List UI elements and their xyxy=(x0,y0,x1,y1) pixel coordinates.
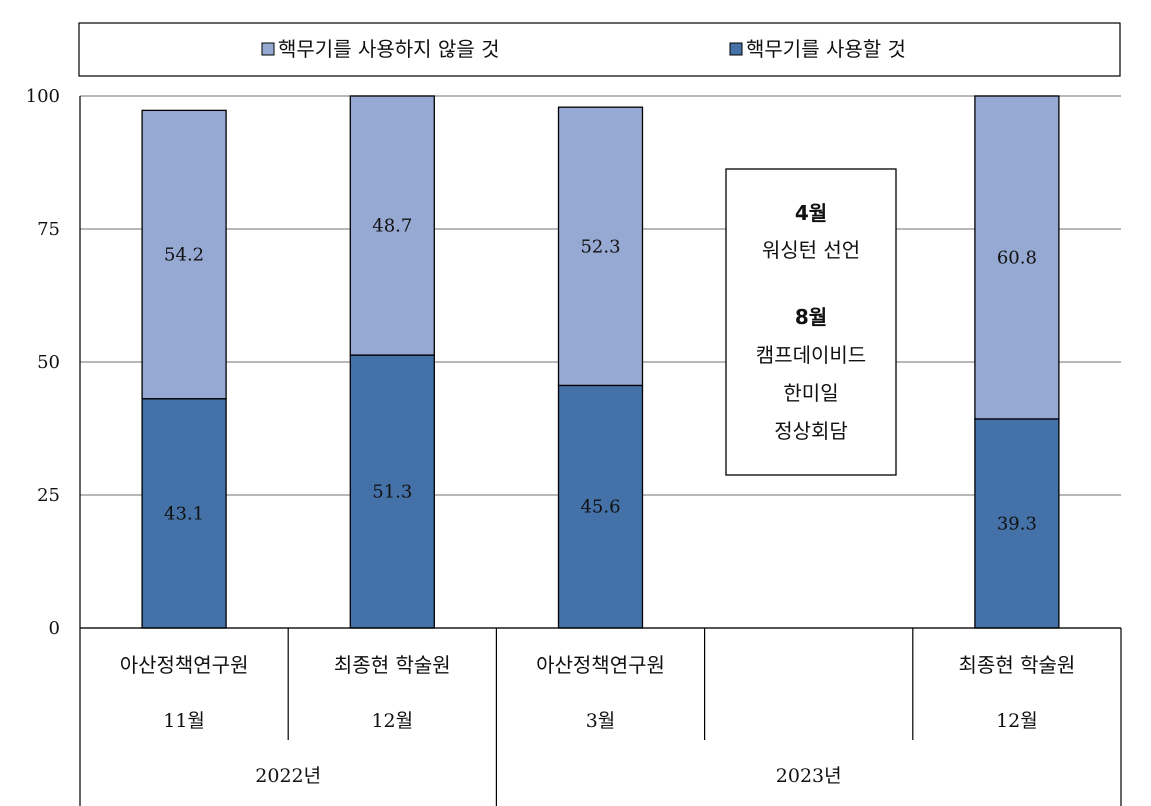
bars xyxy=(141,95,1060,629)
y-tick-label: 50 xyxy=(37,352,60,373)
bar-segment-not-use xyxy=(974,95,1060,420)
y-tick-label: 75 xyxy=(37,219,60,240)
bar-segment-not-use xyxy=(141,109,227,400)
y-tick-label: 100 xyxy=(26,86,60,107)
value-label-use: 39.3 xyxy=(997,513,1037,534)
x-category-label: 최종현 학술원 xyxy=(959,653,1076,677)
value-label-not-use: 48.7 xyxy=(372,216,412,237)
value-label-use: 43.1 xyxy=(164,503,204,524)
x-year-label: 2022년 xyxy=(255,765,321,787)
x-month-label: 12월 xyxy=(371,710,413,732)
y-axis-ticks: 0 25 50 75 100 xyxy=(26,86,60,639)
x-axis: 아산정책연구원 11월 최종현 학술원 12월 아산정책연구원 3월 최종현 학술원 12월 2… xyxy=(79,627,1122,806)
annotation-line: 한미일 xyxy=(783,381,838,405)
value-label-use: 51.3 xyxy=(372,482,412,503)
annotation-month: 4월 xyxy=(795,201,827,225)
x-category-label: 최종현 학술원 xyxy=(334,653,451,677)
bar-segment-not-use xyxy=(557,106,644,387)
legend-swatch xyxy=(261,42,275,56)
x-category-label: 아산정책연구원 xyxy=(120,653,249,677)
x-month-label: 12월 xyxy=(996,710,1038,732)
x-year-label: 2023년 xyxy=(776,765,842,787)
x-month-label: 11월 xyxy=(163,710,205,732)
value-labels: 43.1 54.2 51.3 48.7 45.6 52.3 39.3 60.8 xyxy=(164,216,1037,535)
legend-swatch xyxy=(729,42,743,56)
annotation-month: 8월 xyxy=(795,305,827,329)
y-tick-label: 25 xyxy=(37,485,60,506)
annotation-line: 워싱턴 선언 xyxy=(762,238,860,262)
legend: 핵무기를 사용하지 않을 것 핵무기를 사용할 것 xyxy=(261,37,906,61)
annotation-line: 캠프데이비드 xyxy=(756,343,866,367)
x-month-label: 3월 xyxy=(586,710,616,732)
x-category-label: 아산정책연구원 xyxy=(536,653,665,677)
value-label-not-use: 54.2 xyxy=(164,245,204,266)
annotation-box xyxy=(725,168,897,476)
value-label-not-use: 52.3 xyxy=(580,236,620,257)
legend-label: 핵무기를 사용하지 않을 것 xyxy=(278,37,499,61)
legend-box xyxy=(78,22,1121,77)
legend-label: 핵무기를 사용할 것 xyxy=(746,37,906,61)
value-label-use: 45.6 xyxy=(580,497,620,518)
bar-segment-not-use xyxy=(349,95,435,356)
value-label-not-use: 60.8 xyxy=(997,247,1037,268)
y-tick-label: 0 xyxy=(49,618,60,639)
bar-segment-use xyxy=(557,384,644,629)
annotation-line: 정상회담 xyxy=(774,419,848,443)
bar-segment-use xyxy=(974,418,1060,629)
